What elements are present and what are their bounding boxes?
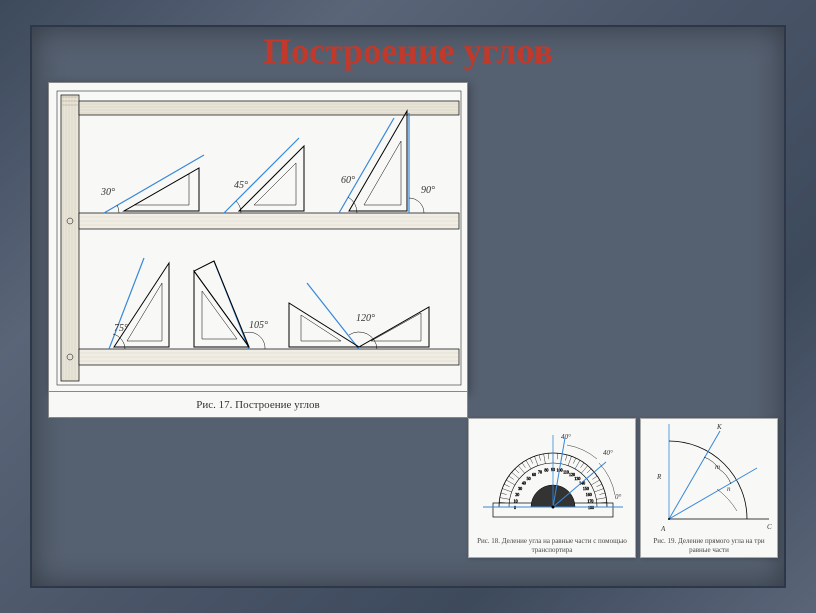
svg-text:170: 170 <box>587 498 593 503</box>
lbl-n: n <box>727 485 731 493</box>
svg-text:140: 140 <box>579 481 585 486</box>
figure-17-caption: Рис. 17. Построение углов <box>48 392 468 418</box>
triangle-75: 75° <box>109 258 169 349</box>
triangle-120: 120° <box>289 283 429 349</box>
lbl-m: m <box>715 463 720 471</box>
angle-0: 0° <box>615 493 622 501</box>
label-60: 60° <box>341 175 355 186</box>
figure-18: 0102030405060708090100110120130140150160… <box>468 418 636 558</box>
triangle-105: 105° <box>194 261 268 349</box>
label-90: 90° <box>421 185 435 196</box>
triangle-30: 30° <box>100 155 204 213</box>
triangle-45: 45° <box>224 138 304 213</box>
svg-text:60: 60 <box>532 472 536 477</box>
svg-text:70: 70 <box>538 469 542 474</box>
figure-17-svg: 30° 45° 60° 90° <box>49 83 469 393</box>
label-105: 105° <box>249 320 268 331</box>
svg-text:40: 40 <box>522 481 526 486</box>
triangle-60-90: 60° 90° <box>339 111 435 213</box>
angle-40a: 40° <box>603 449 613 457</box>
figure-19-caption: Рис. 19. Деление прямого угла на три рав… <box>641 537 777 554</box>
page-title: Построение углов <box>0 30 816 72</box>
label-75: 75° <box>114 323 128 334</box>
lbl-R: R <box>656 473 662 481</box>
svg-text:50: 50 <box>527 476 531 481</box>
figure-17: 30° 45° 60° 90° <box>48 82 468 392</box>
angle-40b: 40° <box>561 433 571 441</box>
svg-text:160: 160 <box>586 492 592 497</box>
figure-18-caption: Рис. 18. Деление угла на равные части с … <box>469 537 635 554</box>
svg-text:30: 30 <box>518 486 522 491</box>
label-120: 120° <box>356 313 375 324</box>
svg-text:80: 80 <box>544 468 548 473</box>
svg-text:20: 20 <box>515 492 519 497</box>
pt-K: K <box>716 423 722 431</box>
figure-19: A C K R m n Рис. 19. Деление прямого угл… <box>640 418 778 558</box>
label-45: 45° <box>234 180 248 191</box>
pt-A: A <box>660 525 666 533</box>
label-30: 30° <box>100 187 115 198</box>
pt-C: C <box>767 523 772 531</box>
svg-text:10: 10 <box>514 498 518 503</box>
figure-18-svg: 0102030405060708090100110120130140150160… <box>469 419 637 537</box>
svg-text:150: 150 <box>583 486 589 491</box>
figure-19-svg: A C K R m n <box>641 419 779 537</box>
